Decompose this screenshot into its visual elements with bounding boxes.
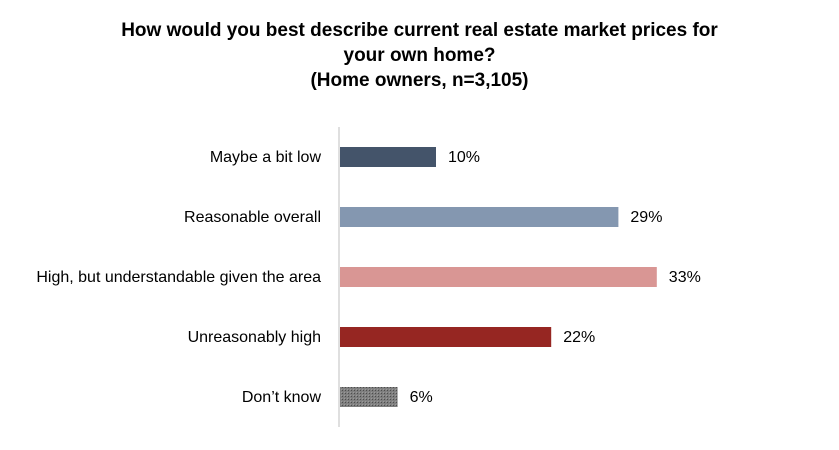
bar-row: High, but understandable given the area 3… [36, 267, 701, 287]
bar [340, 147, 436, 167]
value-label: 22% [563, 329, 595, 346]
bar-row: Reasonable overall 29% [184, 207, 662, 227]
bar [340, 267, 657, 287]
chart-title-line-3: (Home owners, n=3,105) [310, 70, 529, 91]
chart-title-line-2: your own home? [343, 45, 496, 66]
category-label: High, but understandable given the area [36, 269, 321, 286]
category-label: Reasonable overall [184, 209, 321, 226]
bar-row: Maybe a bit low 10% [210, 147, 480, 167]
value-label: 33% [669, 269, 701, 286]
bar-row: Don’t know 6% [242, 387, 433, 407]
category-label: Unreasonably high [188, 329, 321, 346]
category-label: Maybe a bit low [210, 149, 322, 166]
bar [340, 387, 398, 407]
bar [340, 207, 619, 227]
chart-title-line-1: How would you best describe current real… [121, 20, 718, 41]
bar [340, 327, 552, 347]
value-label: 10% [448, 149, 480, 166]
bar-row: Unreasonably high 22% [188, 327, 595, 347]
value-label: 29% [630, 209, 662, 226]
value-label: 6% [410, 389, 433, 406]
chart-title: How would you best describe current real… [0, 18, 839, 93]
category-label: Don’t know [242, 389, 322, 406]
